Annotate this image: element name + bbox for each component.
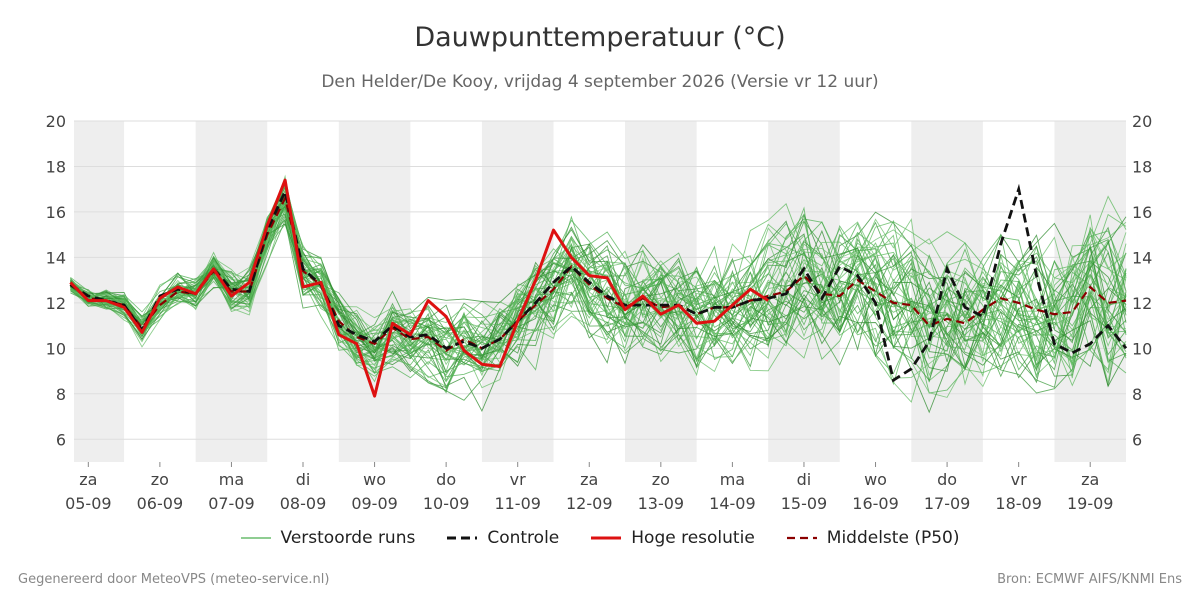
footer-source: Bron: ECMWF AIFS/KNMI Ens xyxy=(997,572,1182,587)
y-tick-left-18: 18 xyxy=(46,157,66,176)
chart-subtitle: Den Helder/De Kooy, vrijdag 4 september … xyxy=(321,72,879,92)
y-tick-left-16: 16 xyxy=(46,203,66,222)
control-line xyxy=(69,183,1128,383)
legend-label-hires: Hoge resolutie xyxy=(631,528,755,548)
main-series xyxy=(69,178,1128,398)
perturbed-run-35 xyxy=(70,186,1127,384)
x-date-label-0: 05-09 xyxy=(65,494,112,513)
x-date-label-10: 15-09 xyxy=(781,494,828,513)
x-date-label-4: 09-09 xyxy=(351,494,398,513)
y-tick-right-10: 10 xyxy=(1132,339,1152,358)
legend-swatch-control-icon xyxy=(447,536,478,540)
legend-item-control: Controle xyxy=(447,528,559,548)
x-date-label-3: 08-09 xyxy=(280,494,327,513)
y-axis-left: 6 8 10 12 14 16 18 20 xyxy=(46,112,66,449)
y-tick-left-20: 20 xyxy=(46,112,66,131)
legend-item-median: Middelste (P50) xyxy=(786,528,960,548)
grid-lines xyxy=(74,120,1126,440)
x-day-label-2: ma xyxy=(219,470,244,489)
y-tick-right-14: 14 xyxy=(1132,248,1152,267)
x-date-label-11: 16-09 xyxy=(852,494,899,513)
x-day-label-7: za xyxy=(580,470,598,489)
legend: Verstoorde runs Controle Hoge resolutie … xyxy=(0,528,1200,548)
x-date-label-13: 18-09 xyxy=(995,494,1042,513)
x-date-label-5: 10-09 xyxy=(423,494,470,513)
x-day-label-6: vr xyxy=(510,470,526,489)
perturbed-run-38 xyxy=(70,194,1127,363)
x-day-label-0: za xyxy=(79,470,97,489)
y-tick-right-6: 6 xyxy=(1132,430,1142,449)
x-day-label-13: vr xyxy=(1011,470,1027,489)
median-line xyxy=(69,195,1127,352)
weekend-band-3 xyxy=(481,121,554,462)
perturbed-run-33 xyxy=(70,188,1127,379)
perturbed-run-46 xyxy=(70,201,1127,401)
perturbed-run-40 xyxy=(70,220,1127,372)
hires-line xyxy=(69,178,770,398)
legend-item-perturbed: Verstoorde runs xyxy=(240,528,416,548)
y-tick-left-10: 10 xyxy=(46,339,66,358)
x-date-label-12: 17-09 xyxy=(924,494,971,513)
legend-swatch-perturbed-icon xyxy=(240,537,271,539)
x-date-label-9: 14-09 xyxy=(709,494,756,513)
perturbed-run-34 xyxy=(70,197,1127,389)
legend-swatch-hires-icon xyxy=(591,536,622,540)
x-date-label-6: 11-09 xyxy=(494,494,541,513)
x-day-label-11: wo xyxy=(864,470,887,489)
legend-label-median: Middelste (P50) xyxy=(826,528,960,548)
y-tick-left-14: 14 xyxy=(46,248,66,267)
y-tick-right-18: 18 xyxy=(1132,157,1152,176)
legend-label-control: Controle xyxy=(487,528,560,548)
x-day-label-1: zo xyxy=(151,470,169,489)
y-tick-left-8: 8 xyxy=(56,385,66,404)
perturbed-run-48 xyxy=(70,178,1127,359)
perturbed-run-5 xyxy=(70,202,1127,388)
x-day-label-5: do xyxy=(436,470,456,489)
y-tick-left-12: 12 xyxy=(46,294,66,313)
weekend-band-2 xyxy=(338,121,411,462)
y-tick-left-6: 6 xyxy=(56,430,66,449)
x-date-label-14: 19-09 xyxy=(1067,494,1114,513)
legend-label-perturbed: Verstoorde runs xyxy=(280,528,416,548)
chart-title: Dauwpunttemperatuur (°C) xyxy=(414,22,786,53)
y-tick-right-12: 12 xyxy=(1132,294,1152,313)
y-tick-right-20: 20 xyxy=(1132,112,1152,131)
perturbed-run-39 xyxy=(70,205,1127,377)
legend-item-hires: Hoge resolutie xyxy=(591,528,755,548)
x-day-label-3: di xyxy=(296,470,311,489)
x-date-label-8: 13-09 xyxy=(638,494,685,513)
y-tick-right-8: 8 xyxy=(1132,385,1142,404)
perturbed-run-44 xyxy=(70,208,1127,383)
x-day-label-4: wo xyxy=(363,470,386,489)
footer-generator: Gegenereerd door MeteoVPS (meteo-service… xyxy=(18,572,330,587)
x-day-label-12: do xyxy=(937,470,957,489)
x-day-label-14: za xyxy=(1081,470,1099,489)
y-axis-right: 6 8 10 12 14 16 18 20 xyxy=(1132,112,1152,449)
x-date-label-1: 06-09 xyxy=(137,494,184,513)
perturbed-run-27 xyxy=(70,193,1127,378)
x-day-label-8: zo xyxy=(652,470,670,489)
x-date-label-7: 12-09 xyxy=(566,494,613,513)
x-day-label-10: di xyxy=(797,470,812,489)
legend-swatch-median-icon xyxy=(786,536,817,540)
perturbed-run-14 xyxy=(70,174,1127,398)
x-axis: za 05-09 zo 06-09 ma 07-09 di 08-09 wo 09-09 do 10-… xyxy=(65,462,1113,513)
x-date-label-2: 07-09 xyxy=(208,494,255,513)
x-day-label-9: ma xyxy=(720,470,745,489)
perturbed-run-28 xyxy=(70,180,1127,372)
y-tick-right-16: 16 xyxy=(1132,203,1152,222)
